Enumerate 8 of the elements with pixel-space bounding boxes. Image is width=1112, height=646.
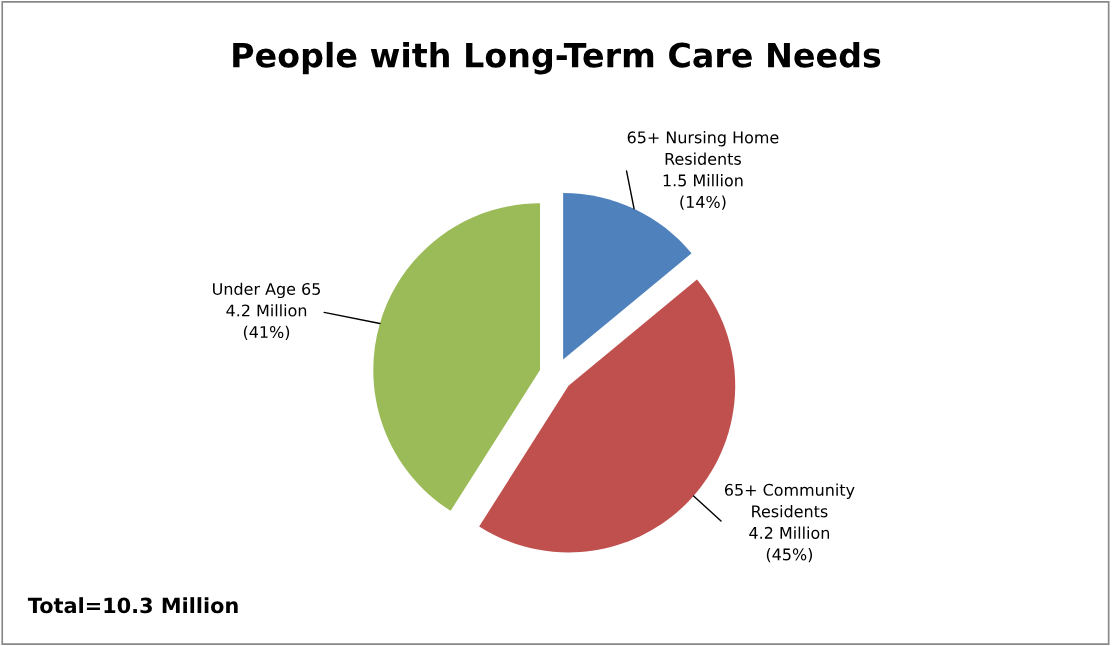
slice-label: 65+ Community Residents (724, 483, 855, 518)
text: Total=10.3 Million (27, 597, 238, 614)
chart-title: People with Long-Term Care Needs (233, 41, 881, 75)
slice-label: Under Age 65 (213, 282, 320, 299)
data-label: 1.5 Million (14%) (663, 174, 743, 210)
data-label: 4.2 Million (41%) (226, 304, 307, 340)
data-label: 4.2 Million (45%) (749, 526, 830, 563)
slice-label: 65+ Nursing Home Residents (627, 131, 779, 165)
